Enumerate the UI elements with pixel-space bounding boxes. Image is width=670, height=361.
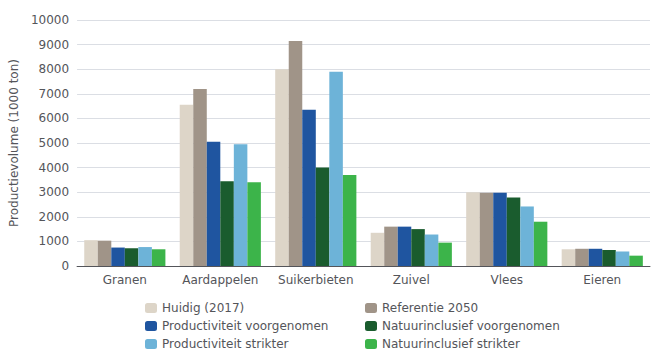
- svg-text:Vlees: Vlees: [490, 273, 523, 287]
- svg-text:Granen: Granen: [103, 273, 147, 287]
- svg-text:3000: 3000: [39, 185, 70, 199]
- svg-text:0: 0: [61, 259, 69, 273]
- svg-text:Natuurinclusief voorgenomen: Natuurinclusief voorgenomen: [382, 319, 560, 333]
- svg-text:2000: 2000: [39, 210, 70, 224]
- svg-text:Aardappelen: Aardappelen: [182, 273, 258, 287]
- svg-text:Eieren: Eieren: [583, 273, 621, 287]
- svg-text:Productievolume (1000 ton): Productievolume (1000 ton): [7, 59, 21, 227]
- svg-text:8000: 8000: [39, 62, 70, 76]
- svg-text:9000: 9000: [39, 38, 70, 52]
- svg-text:1000: 1000: [39, 234, 70, 248]
- svg-text:Referentie 2050: Referentie 2050: [382, 301, 478, 315]
- svg-text:7000: 7000: [39, 87, 70, 101]
- svg-text:10000: 10000: [31, 13, 69, 27]
- svg-text:4000: 4000: [39, 161, 70, 175]
- svg-text:Suikerbieten: Suikerbieten: [278, 273, 353, 287]
- svg-text:Productiviteit strikter: Productiviteit strikter: [162, 337, 289, 351]
- svg-text:Huidig (2017): Huidig (2017): [162, 301, 244, 315]
- svg-text:6000: 6000: [39, 111, 70, 125]
- svg-text:Productiviteit voorgenomen: Productiviteit voorgenomen: [162, 319, 328, 333]
- svg-text:Natuurinclusief strikter: Natuurinclusief strikter: [382, 337, 520, 351]
- svg-text:Zuivel: Zuivel: [393, 273, 430, 287]
- svg-text:5000: 5000: [39, 136, 70, 150]
